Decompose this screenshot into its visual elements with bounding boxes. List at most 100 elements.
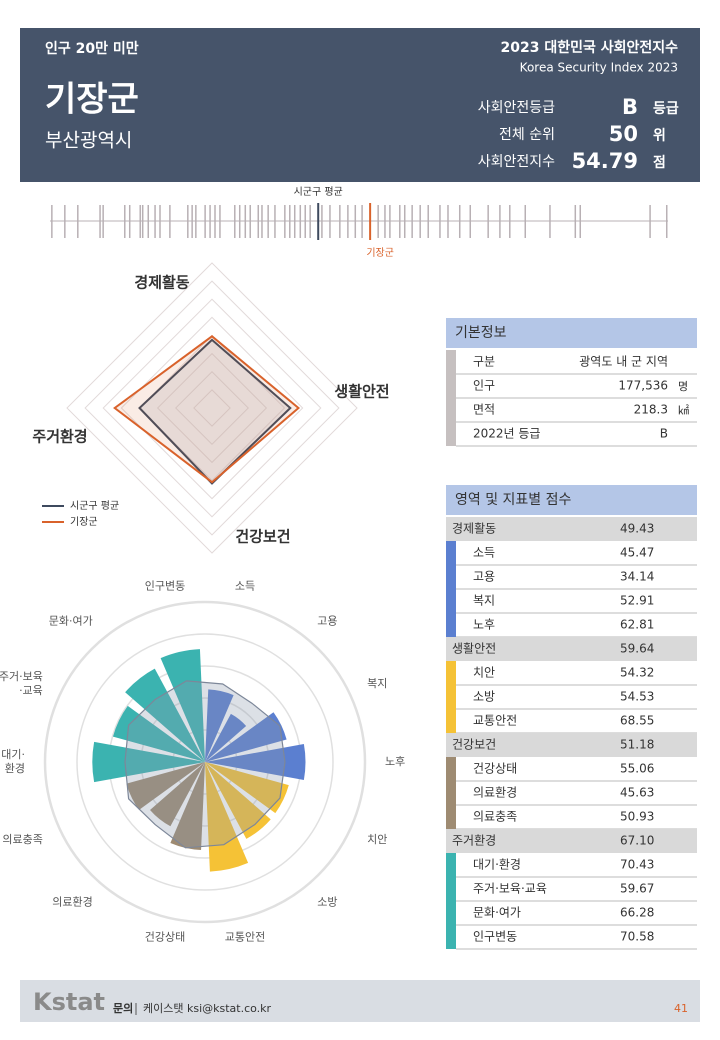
polar-label: 소득	[235, 580, 255, 593]
item-name: 복지	[473, 594, 495, 608]
polar-bar	[205, 744, 306, 780]
item-marker	[446, 853, 456, 877]
polar-bar	[112, 705, 205, 762]
polar-label: 의료충족	[2, 833, 42, 846]
item-marker	[446, 781, 456, 805]
row-value: 177,536	[618, 379, 668, 393]
item-score: 59.67	[620, 882, 654, 896]
average-label: 시군구 평균	[294, 186, 343, 198]
polar-bar	[150, 762, 205, 827]
item-name: 치안	[473, 666, 495, 680]
polar-bar	[125, 668, 205, 762]
item-marker	[446, 757, 456, 781]
item-score: 50.93	[620, 810, 654, 824]
population-class: 인구 20만 미만	[45, 40, 139, 57]
footer-contact-label: 문의	[113, 1001, 133, 1015]
group-score: 67.10	[620, 834, 654, 848]
item-marker	[446, 709, 456, 733]
row-marker	[446, 422, 456, 446]
header-panel	[20, 28, 700, 182]
item-name: 의료충족	[473, 810, 517, 824]
footer-panel	[20, 980, 700, 1022]
radar-grid	[156, 352, 268, 464]
legend-label: 기장군	[70, 516, 98, 528]
table-title: 기본정보	[455, 325, 507, 341]
item-name: 노후	[473, 618, 495, 632]
group-row	[446, 829, 697, 853]
row-label: 구분	[473, 355, 495, 369]
polar-label: 고용	[317, 614, 337, 627]
polar-label: 건강상태	[145, 930, 185, 943]
item-name: 의료환경	[473, 786, 517, 800]
item-score: 54.53	[620, 690, 654, 704]
polar-label: 의료환경	[52, 896, 92, 909]
radar-grid	[66, 262, 358, 554]
polar-average	[124, 680, 286, 849]
radar-series	[113, 335, 301, 484]
group-score: 59.64	[620, 642, 654, 656]
polar-label: 문화·여가	[49, 614, 93, 627]
stat-label: 사회안전지수	[478, 154, 555, 170]
region-parent: 부산광역시	[45, 130, 132, 152]
group-row	[446, 733, 697, 757]
polar-bar	[205, 762, 249, 872]
group-name: 생활안전	[452, 642, 496, 656]
radar-grid	[120, 316, 304, 500]
item-score: 62.81	[620, 618, 654, 632]
region-title: 기장군	[45, 80, 139, 120]
item-score: 34.14	[620, 570, 654, 584]
row-value: B	[660, 427, 668, 441]
item-marker	[446, 661, 456, 685]
polar-bar	[205, 762, 289, 814]
radar-axis-label: 생활안전	[334, 383, 389, 401]
group-score: 49.43	[620, 522, 654, 536]
item-name: 교통안전	[473, 714, 517, 728]
radar-grid	[175, 371, 249, 445]
item-score: 68.55	[620, 714, 654, 728]
table-header	[446, 485, 697, 515]
item-name: 문화·여가	[473, 906, 521, 920]
item-marker	[446, 877, 456, 901]
stat-label: 전체 순위	[499, 127, 555, 143]
item-marker	[446, 613, 456, 637]
radar-axis-label: 건강보건	[235, 528, 290, 546]
row-marker	[446, 350, 456, 374]
row-marker	[446, 374, 456, 398]
item-name: 소득	[473, 546, 495, 560]
item-name: 대기·환경	[473, 858, 521, 872]
item-name: 소방	[473, 690, 495, 704]
table-title: 영역 및 지표별 점수	[455, 492, 572, 508]
polar-ring	[76, 633, 334, 891]
stat-value: B	[622, 95, 638, 119]
item-score: 54.32	[620, 666, 654, 680]
item-name: 주거·보육·교육	[473, 882, 547, 896]
row-value: 218.3	[634, 403, 668, 417]
item-marker	[446, 541, 456, 565]
group-row	[446, 637, 697, 661]
item-score: 55.06	[620, 762, 654, 776]
stat-unit: 등급	[653, 101, 679, 117]
polar-label: 교통안전	[225, 930, 265, 943]
stat-unit: 위	[653, 128, 666, 144]
item-score: 70.43	[620, 858, 654, 872]
item-score: 45.63	[620, 786, 654, 800]
polar-label: 노후	[385, 755, 405, 768]
index-subtitle: Korea Security Index 2023	[520, 61, 678, 75]
polar-bar	[205, 762, 271, 839]
polar-label: 대기· 환경	[1, 748, 25, 775]
polar-label: 치안	[367, 833, 387, 846]
row-label: 면적	[473, 403, 495, 417]
footer-contact: 케이스탯 ksi@kstat.co.kr	[143, 1002, 272, 1015]
row-label: 2022년 등급	[473, 427, 540, 441]
group-row	[446, 517, 697, 541]
polar-label: 주거·보육 ·교육	[0, 670, 43, 697]
item-score: 52.91	[620, 594, 654, 608]
radar-grid	[193, 389, 231, 427]
group-name: 주거환경	[452, 834, 496, 848]
item-score: 70.58	[620, 930, 654, 944]
polar-bar	[205, 712, 287, 762]
item-marker	[446, 565, 456, 589]
table-header	[446, 318, 697, 348]
index-title: 2023 대한민국 사회안전지수	[500, 39, 678, 56]
